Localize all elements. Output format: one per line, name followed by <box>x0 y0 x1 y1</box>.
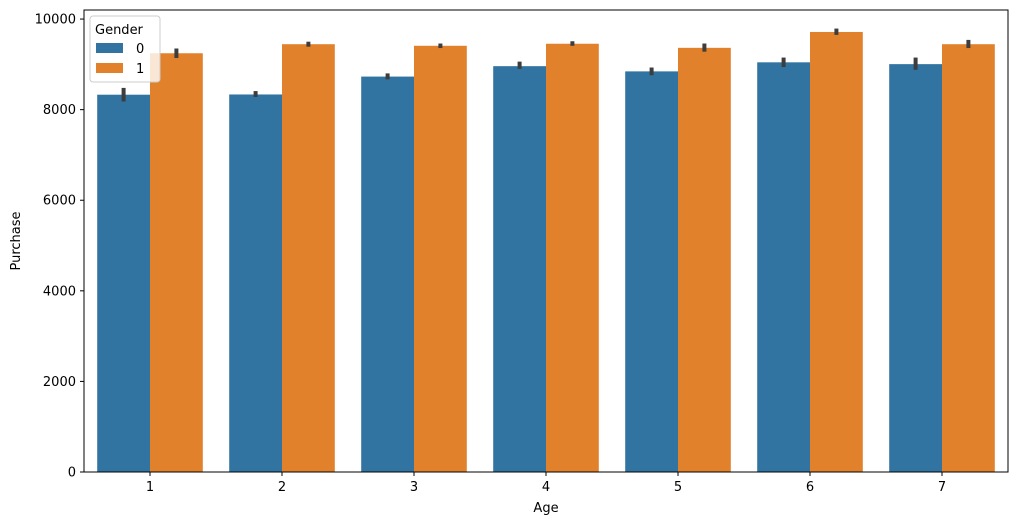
bar-age-1-gender-0 <box>97 94 150 472</box>
x-tick-label: 2 <box>278 480 286 495</box>
bar-age-3-gender-0 <box>361 76 414 473</box>
x-tick-label: 4 <box>542 480 550 495</box>
bar-age-3-gender-1 <box>414 45 467 473</box>
bar-age-4-gender-0 <box>493 66 546 472</box>
y-tick-label: 0 <box>68 466 76 481</box>
legend-title: Gender <box>95 23 144 38</box>
x-tick-label: 1 <box>146 480 154 495</box>
error-bars-group <box>121 28 971 102</box>
bar-age-2-gender-0 <box>229 94 282 473</box>
legend-swatch-1 <box>96 63 123 73</box>
y-tick-label: 4000 <box>43 284 76 299</box>
x-axis: 1 2 3 4 5 6 7 <box>146 472 946 495</box>
x-tick-label: 3 <box>410 480 418 495</box>
legend-label-0: 0 <box>136 42 144 57</box>
bar-age-7-gender-1 <box>942 44 995 473</box>
x-tick-label: 5 <box>674 480 682 495</box>
y-tick-label: 8000 <box>43 103 76 118</box>
legend-label-1: 1 <box>136 62 144 77</box>
bar-age-6-gender-1 <box>810 31 863 472</box>
y-tick-label: 10000 <box>35 13 76 28</box>
legend-swatch-0 <box>96 43 123 53</box>
bar-age-1-gender-1 <box>150 53 203 472</box>
x-axis-label: Age <box>533 501 558 516</box>
y-axis: 0 2000 4000 6000 8000 10000 <box>35 13 84 481</box>
bar-age-5-gender-0 <box>625 71 678 472</box>
bar-age-6-gender-0 <box>757 62 810 473</box>
bar-age-4-gender-1 <box>546 43 599 473</box>
y-axis-label: Purchase <box>9 211 24 270</box>
y-tick-label: 6000 <box>43 194 76 209</box>
bar-age-7-gender-0 <box>889 64 942 473</box>
bars-group <box>97 31 995 473</box>
bar-age-5-gender-1 <box>678 47 731 472</box>
bar-age-2-gender-1 <box>282 44 335 473</box>
x-tick-label: 7 <box>938 480 946 495</box>
legend: Gender 0 1 <box>89 15 161 83</box>
x-tick-label: 6 <box>806 480 814 495</box>
y-tick-label: 2000 <box>43 375 76 390</box>
